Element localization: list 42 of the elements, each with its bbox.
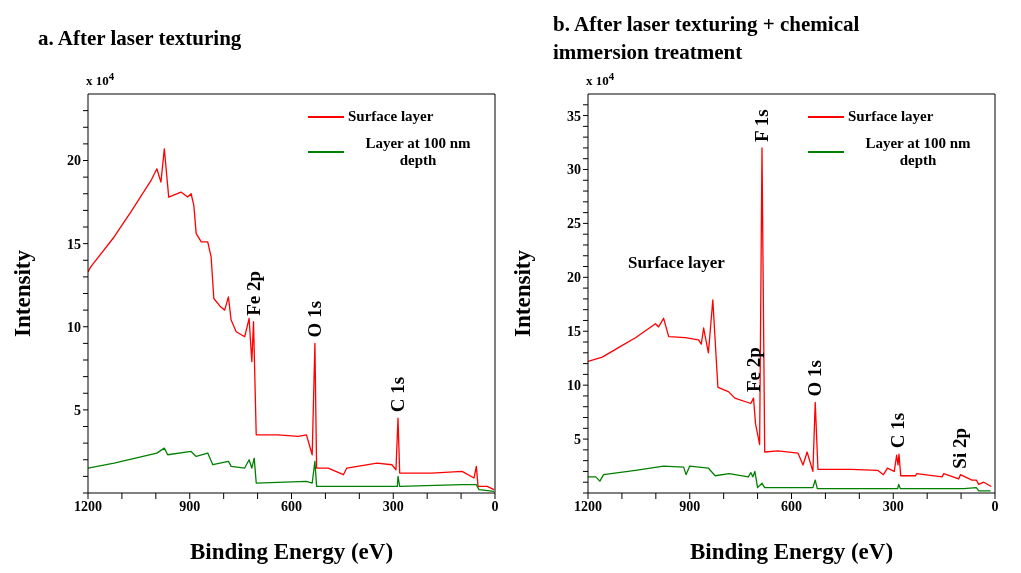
text: x 10$^{4}$	[586, 70, 615, 90]
y-tick-label: 5	[574, 432, 581, 448]
annotation: C 1s	[387, 376, 408, 413]
annotation: Fe 2p	[242, 270, 264, 316]
y-tick-label: 20	[67, 153, 81, 169]
x-tick-label: 0	[491, 498, 499, 514]
legend-label: Surface layer	[348, 108, 434, 125]
x-tick-label: 300	[382, 498, 404, 514]
x-tick-label: 0	[991, 498, 999, 514]
legend-label: Surface layer	[848, 108, 934, 125]
x-tick-label: 600	[281, 498, 302, 514]
x-tick-label: 900	[179, 498, 201, 514]
y-tick-label: 10	[67, 319, 81, 335]
y-tick-label: 35	[567, 108, 581, 124]
y-tick-label: 30	[567, 162, 581, 178]
y-tick-label: 25	[567, 216, 581, 232]
x-tick-label: 600	[781, 498, 802, 514]
y-tick-label: 20	[567, 270, 581, 286]
x-axis-title: Binding Energy (eV)	[189, 539, 394, 564]
x-tick-label: 1200	[574, 498, 602, 514]
annotation: Si 2p	[949, 428, 971, 469]
annotation: O 1s	[804, 359, 826, 397]
annotation: C 1s	[887, 412, 909, 449]
y-tick-label: 10	[567, 378, 581, 394]
chart-title: a. After laser texturing	[37, 25, 243, 52]
y-tick-label: 5	[74, 402, 81, 418]
x-tick-label: 1200	[74, 498, 102, 514]
y-axis-title: Intensity	[10, 249, 36, 337]
x-tick-label: 300	[882, 498, 904, 514]
x-tick-label: 900	[679, 498, 701, 514]
annotation: F 1s	[750, 109, 772, 142]
annotation: Surface layer	[628, 253, 725, 273]
chart-title: b. After laser texturing + chemical immersion treatment	[552, 11, 861, 66]
text: x 10$^{4}$	[86, 70, 115, 90]
legend-label: Layer at 100 nm depth	[364, 135, 472, 169]
annotation: Fe 2p	[742, 347, 764, 393]
x-axis-title: Binding Energy (eV)	[689, 539, 894, 564]
annotation: O 1s	[303, 300, 325, 338]
y-axis-title: Intensity	[510, 249, 536, 337]
y-tick-label: 15	[67, 236, 81, 252]
y-tick-label: 15	[567, 324, 581, 340]
legend-label: Layer at 100 nm depth	[864, 135, 972, 169]
